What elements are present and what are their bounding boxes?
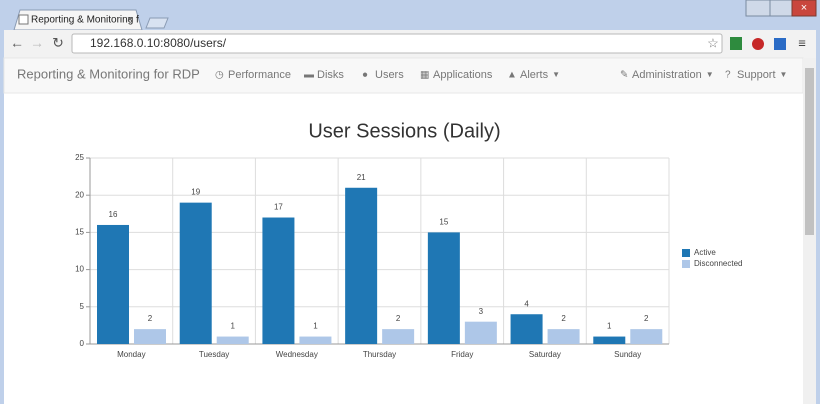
back[interactable]: ← [10, 35, 24, 51]
bar[interactable] [262, 217, 295, 344]
caret: ▼ [706, 70, 714, 79]
menu[interactable]: ≡ [798, 35, 806, 50]
value-label: 15 [439, 218, 448, 227]
nav-icon: ▬ [304, 70, 314, 81]
nav-icon: ▦ [420, 70, 429, 81]
nav-icon: ✎ [620, 70, 628, 81]
reload[interactable]: ↻ [52, 35, 64, 51]
bar[interactable] [216, 336, 249, 344]
extension[interactable] [774, 38, 786, 50]
value-label: 1 [313, 322, 318, 331]
bar[interactable] [593, 336, 626, 344]
legend-label[interactable]: Disconnected [694, 259, 742, 268]
value-label: 16 [109, 210, 118, 219]
x-tick-label: Saturday [529, 350, 561, 359]
new-tab[interactable] [145, 17, 169, 29]
y-tick-label: 0 [80, 339, 85, 348]
x-tick-label: Friday [451, 350, 473, 359]
bar[interactable] [345, 187, 378, 344]
nav-icon: ? [725, 70, 731, 81]
y-tick-label: 5 [80, 302, 85, 311]
bar[interactable] [630, 329, 663, 344]
maximize[interactable] [769, 0, 793, 17]
close[interactable] [791, 0, 817, 17]
bar[interactable] [547, 329, 580, 344]
address-bar[interactable] [71, 33, 723, 54]
value-label: 2 [644, 314, 649, 323]
x-tick-label: Monday [117, 350, 145, 359]
value-label: 2 [148, 314, 153, 323]
page-content [4, 58, 803, 404]
legend-swatch [682, 260, 690, 268]
bar[interactable] [179, 202, 212, 344]
x-tick-label: Wednesday [276, 350, 318, 359]
value-label: 2 [396, 314, 401, 323]
url[interactable]: 192.168.0.10:8080/users/ [90, 36, 227, 50]
x-tick-label: Tuesday [199, 350, 229, 359]
extension[interactable] [730, 37, 742, 50]
value-label: 19 [191, 188, 200, 197]
caret: ▼ [780, 70, 788, 79]
bar[interactable] [134, 329, 166, 344]
y-tick-label: 10 [75, 265, 84, 274]
chart-title: User Sessions (Daily) [308, 120, 500, 142]
x-tick-label: Sunday [614, 350, 641, 359]
nav-item[interactable]: Administration [632, 69, 702, 81]
value-label: 1 [607, 322, 612, 331]
close-icon: × [801, 2, 807, 14]
caret: ▼ [552, 70, 560, 79]
value-label: 2 [561, 314, 566, 323]
value-label: 21 [357, 173, 366, 182]
forward[interactable]: → [30, 35, 44, 51]
y-tick-label: 20 [75, 190, 84, 199]
y-tick-label: 25 [75, 153, 84, 162]
bar[interactable] [382, 329, 415, 344]
nav-item[interactable]: Users [375, 69, 404, 81]
bar[interactable] [97, 224, 129, 344]
y-tick-label: 15 [75, 228, 84, 237]
bar[interactable] [427, 232, 460, 344]
extension[interactable] [752, 38, 764, 50]
nav-icon: ◷ [215, 70, 224, 81]
brand[interactable]: Reporting & Monitoring for RDP [17, 66, 200, 81]
tab-close[interactable]: × [127, 15, 133, 26]
x-tick-label: Thursday [363, 350, 396, 359]
nav-icon: ▲ [507, 70, 517, 81]
nav-item[interactable]: Alerts [520, 69, 549, 81]
bar[interactable] [299, 336, 332, 344]
tab-icon [18, 14, 29, 25]
bookmark-star[interactable]: ☆ [707, 35, 719, 50]
nav-icon: ● [362, 70, 368, 81]
bar[interactable] [510, 314, 543, 344]
bar[interactable] [464, 321, 497, 344]
nav-item[interactable]: Disks [317, 69, 344, 81]
scrollbar-thumb[interactable] [805, 68, 814, 235]
nav-item[interactable]: Performance [228, 69, 291, 81]
legend-label[interactable]: Active [694, 248, 716, 257]
nav-item[interactable]: Applications [433, 69, 493, 81]
navbar [3, 57, 804, 94]
value-label: 4 [524, 299, 529, 308]
value-label: 17 [274, 203, 283, 212]
nav-item[interactable]: Support [737, 69, 776, 81]
legend-swatch [682, 249, 690, 257]
tab-title[interactable]: Reporting & Monitoring f [31, 15, 139, 26]
value-label: 1 [230, 322, 235, 331]
value-label: 3 [479, 307, 484, 316]
minimize[interactable] [745, 0, 771, 17]
